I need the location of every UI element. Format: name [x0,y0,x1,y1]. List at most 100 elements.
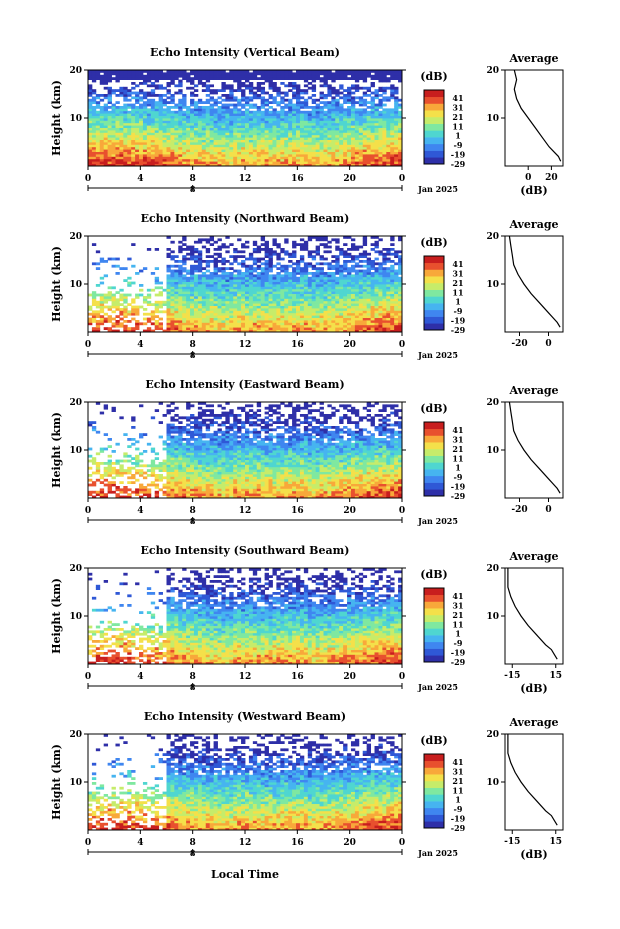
heatmap-cell [111,310,116,314]
heatmap-cell [115,113,120,116]
heatmap-cell [131,70,136,73]
heatmap-cell [88,70,93,73]
heatmap-cell [182,161,187,164]
heatmap-cell [260,118,266,121]
heatmap-cell [99,94,105,97]
heatmap-cell [217,154,222,157]
heatmap-cell [139,149,144,152]
heatmap-cell [225,94,230,97]
heatmap-cell [366,101,372,104]
x-tick-label: 0 [85,340,91,350]
heatmap-cell [158,324,163,328]
heatmap-cell [241,149,246,152]
heatmap-cell [142,70,148,73]
heatmap-cell [292,320,297,323]
heatmap-cell [248,284,254,287]
heatmap-cell [142,300,148,304]
heatmap-cell [182,110,187,114]
heatmap-cell [193,269,199,273]
heatmap-cell [354,158,360,162]
heatmap-cell [190,120,195,124]
heatmap-cell [131,134,136,138]
heatmap-cell [245,146,250,150]
heatmap-cell [303,110,309,114]
heatmap-cell [95,329,101,333]
heatmap-cell [378,125,383,128]
heatmap-cell [248,329,254,333]
heatmap-cell [166,252,171,256]
heatmap-cell [382,149,387,152]
heatmap-cell [331,327,336,330]
heatmap-cell [154,310,160,314]
heatmap-cell [386,72,391,76]
heatmap-cell [378,98,383,102]
heatmap-cell [311,79,317,83]
heatmap-cell [327,158,332,162]
heatmap-cell [280,132,285,136]
heatmap-cell [370,327,375,330]
heatmap-cell [315,248,320,251]
heatmap-cell [272,274,277,278]
heatmap-cell [323,257,328,261]
heatmap-cell [339,310,344,314]
heatmap-cell [307,120,313,124]
heatmap-cell [209,151,215,155]
heatmap-cell [213,315,218,318]
heatmap-cell [374,120,379,124]
heatmap-cell [354,264,360,268]
heatmap-cell [264,243,269,246]
heatmap-cell [221,142,226,145]
heatmap-cell [233,144,238,148]
heatmap-cell [150,74,156,78]
heatmap-cell [221,257,226,261]
heatmap-cell [252,286,258,290]
heatmap-cell [154,163,160,167]
heatmap-cell [241,144,246,148]
heatmap-cell [178,269,183,273]
heatmap-cell [193,118,199,121]
heatmap-cell [213,267,218,270]
heatmap-cell [378,134,383,138]
heatmap-cell [343,101,348,104]
heatmap-cell [111,103,116,107]
heatmap-cell [91,72,97,76]
heatmap-cell [272,327,277,330]
heatmap-cell [111,108,116,112]
heatmap-cell [162,142,167,145]
heatmap-cell [280,125,285,128]
heatmap-cell [350,293,356,297]
heatmap-cell [166,281,171,285]
heatmap-cell [358,120,364,124]
heatmap-cell [99,257,105,261]
heatmap-cell [323,113,328,116]
heatmap-cell [174,142,179,145]
heatmap-cell [190,161,195,164]
heatmap-cell [343,89,348,92]
heatmap-cell [303,329,309,333]
heatmap-cell [162,127,167,131]
heatmap-cell [193,144,199,148]
heatmap-cell [362,113,368,116]
heatmap-cell [233,327,238,330]
heatmap-cell [115,132,120,136]
heatmap-cell [284,324,289,328]
heatmap-cell [362,77,368,80]
heatmap-cell [99,113,105,116]
heatmap-cell [276,279,281,282]
heatmap-cell [268,262,273,266]
heatmap-cell [201,293,207,297]
heatmap-cell [252,125,258,128]
heatmap-cell [350,238,356,242]
heatmap-cell [248,269,254,273]
heatmap-cell [374,113,379,116]
heatmap-cell [182,156,187,160]
heatmap-cell [323,300,328,304]
heatmap-cell [284,252,289,256]
heatmap-cell [394,70,399,73]
heatmap-cell [193,274,199,278]
heatmap-cell [205,248,211,251]
heatmap-cell [296,96,301,100]
heatmap-cell [154,315,160,318]
heatmap-cell [248,149,254,152]
heatmap-cell [213,77,218,80]
